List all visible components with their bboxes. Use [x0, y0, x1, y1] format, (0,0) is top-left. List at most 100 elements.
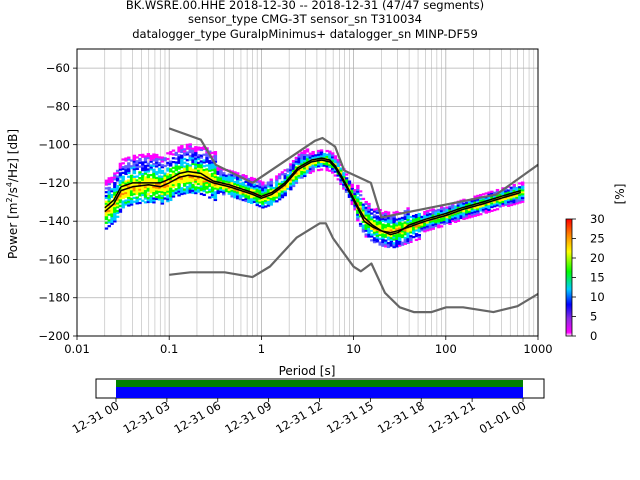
- heatmap-cell: [389, 240, 394, 243]
- heatmap-cell: [171, 185, 176, 189]
- heatmap-cell: [247, 195, 251, 198]
- heatmap-cell: [289, 172, 293, 176]
- heatmap-cell: [127, 156, 131, 159]
- heatmap-cell: [417, 230, 421, 233]
- heatmap-cell: [174, 190, 178, 193]
- heatmap-cell: [180, 192, 184, 196]
- heatmap-cell: [224, 174, 229, 177]
- heatmap-cell: [163, 197, 167, 200]
- heatmap-cell: [129, 188, 134, 191]
- heatmap-cell: [113, 191, 117, 194]
- heatmap-cell: [425, 225, 430, 228]
- heatmap-cell: [160, 156, 165, 159]
- heatmap-cell: [168, 195, 173, 198]
- heatmap-cell: [104, 187, 109, 190]
- heatmap-cell: [160, 190, 165, 194]
- heatmap-cell: [395, 241, 399, 244]
- heatmap-cell: [506, 202, 511, 206]
- heatmap-cell: [473, 212, 477, 215]
- heatmap-cell: [194, 149, 198, 153]
- heatmap-cell: [258, 185, 262, 189]
- heatmap-cell: [467, 216, 472, 219]
- heatmap-cell: [386, 242, 391, 245]
- heatmap-cell: [143, 180, 148, 183]
- heatmap-cell: [330, 154, 335, 157]
- heatmap-cell: [336, 178, 340, 181]
- heatmap-cell: [333, 170, 338, 173]
- heatmap-cell: [311, 162, 315, 165]
- heatmap-cell: [263, 188, 268, 191]
- heatmap-cell: [398, 236, 402, 240]
- heatmap-cell: [322, 164, 327, 167]
- heatmap-cell: [163, 172, 167, 175]
- heatmap-cell: [364, 206, 368, 209]
- heatmap-cell: [115, 175, 120, 178]
- heatmap-cell: [392, 242, 396, 245]
- heatmap-cell: [333, 159, 338, 162]
- heatmap-cell: [364, 202, 368, 206]
- heatmap-cell: [113, 185, 117, 189]
- heatmap-cell: [428, 226, 433, 229]
- heatmap-cell: [149, 185, 153, 188]
- heatmap-cell: [213, 160, 218, 163]
- heatmap-cell: [467, 212, 472, 215]
- heatmap-cell: [219, 177, 223, 180]
- heatmap-cell: [291, 177, 296, 180]
- heatmap-cell: [210, 176, 215, 179]
- heatmap-cell: [174, 151, 178, 155]
- heatmap-cell: [448, 207, 452, 210]
- heatmap-cell: [191, 160, 195, 164]
- heatmap-cell: [180, 156, 184, 159]
- heatmap-cell: [456, 214, 461, 217]
- heatmap-cell: [263, 184, 268, 187]
- heatmap-cell: [272, 196, 276, 199]
- heatmap-cell: [149, 200, 153, 203]
- heatmap-cell: [481, 197, 486, 200]
- heatmap-cell: [194, 182, 198, 185]
- heatmap-cell: [328, 154, 332, 157]
- heatmap-cell: [219, 175, 223, 178]
- heatmap-cell: [261, 206, 265, 209]
- heatmap-cell: [344, 190, 349, 193]
- heatmap-cell: [132, 156, 137, 159]
- heatmap-cell: [442, 207, 447, 210]
- heatmap-cell: [409, 240, 413, 244]
- heatmap-cell: [261, 183, 265, 186]
- heatmap-cell: [210, 172, 215, 176]
- heatmap-cell: [515, 196, 519, 199]
- heatmap-cell: [305, 159, 310, 163]
- heatmap-cell: [431, 223, 435, 226]
- heatmap-cell: [277, 194, 282, 197]
- heatmap-cell: [417, 235, 421, 239]
- heatmap-cell: [375, 240, 380, 243]
- heatmap-cell: [283, 192, 287, 195]
- chart-title: BK.WSRE.00.HHE 2018-12-30 -- 2018-12-31 …: [126, 0, 484, 41]
- heatmap-cell: [370, 229, 374, 232]
- heatmap-cell: [364, 229, 368, 232]
- heatmap-cell: [319, 164, 324, 167]
- heatmap-cell: [325, 169, 329, 172]
- heatmap-cell: [110, 178, 114, 181]
- heatmap-cell: [233, 192, 237, 195]
- timeline-tick-label: 12-31 15: [324, 398, 376, 436]
- heatmap-cell: [202, 178, 206, 181]
- heatmap-cell: [224, 190, 229, 193]
- heatmap-cell: [305, 154, 310, 157]
- heatmap-cell: [185, 143, 190, 146]
- heatmap-cell: [152, 172, 156, 175]
- heatmap-cell: [110, 209, 114, 212]
- heatmap-cell: [210, 178, 215, 181]
- timeline-ticks: 12-31 00 12-31 03 12-31 06 12-31 09 12-31 12…: [70, 398, 529, 436]
- heatmap-cell: [149, 189, 153, 192]
- heatmap-cell: [113, 214, 117, 217]
- heatmap-cell: [166, 196, 170, 199]
- heatmap-cell: [146, 174, 151, 177]
- heatmap-cell: [163, 185, 167, 189]
- heatmap-cell: [356, 198, 360, 201]
- heatmap-cell: [425, 223, 430, 226]
- heatmap-cell: [255, 198, 259, 201]
- heatmap-cell: [347, 193, 352, 197]
- heatmap-cell: [495, 202, 500, 205]
- heatmap-cell: [509, 202, 514, 205]
